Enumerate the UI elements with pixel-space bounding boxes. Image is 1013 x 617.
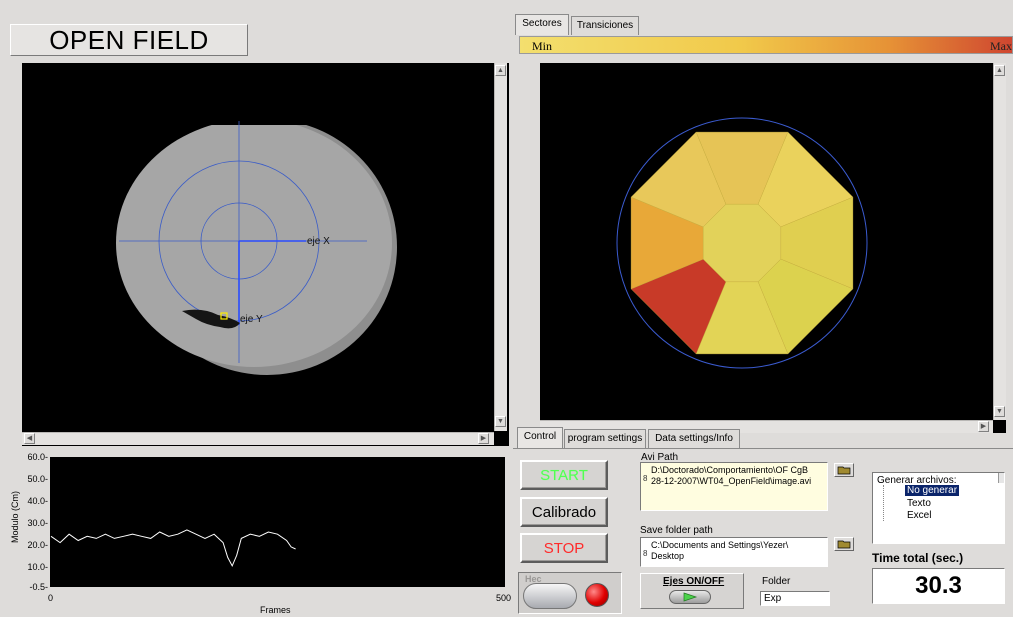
avi-path-line2: 28-12-2007\WT04_OpenField\image.avi xyxy=(651,476,812,486)
arena-boundary xyxy=(616,117,868,369)
sector-center xyxy=(702,203,782,283)
scroll-down-icon[interactable]: ▼ xyxy=(994,406,1005,417)
browse-folder-icon[interactable] xyxy=(834,463,854,477)
hec-panel: Hec xyxy=(518,572,622,614)
series-line xyxy=(50,529,296,568)
graph-plot xyxy=(50,457,505,587)
hec-toggle[interactable] xyxy=(523,583,577,609)
generar-option-texto[interactable]: Texto xyxy=(907,498,931,509)
video-frame xyxy=(30,119,486,431)
title-box: OPEN FIELD xyxy=(10,24,248,56)
scroll-down-icon[interactable]: ▼ xyxy=(495,416,506,427)
scroll-left-icon[interactable]: ◀ xyxy=(24,433,35,444)
tab-control[interactable]: Control xyxy=(517,427,563,448)
hec-label: Hec xyxy=(525,574,542,584)
time-total-display: 30.3 xyxy=(872,568,1005,604)
x-tick: 0 xyxy=(48,593,54,603)
scroll-right-icon[interactable]: ▶ xyxy=(978,421,989,432)
ejes-toggle[interactable] xyxy=(669,590,711,604)
video-panel: eje X eje Y ▲ ▼ ◀ ▶ xyxy=(22,63,509,446)
ejes-label: Ejes ON/OFF xyxy=(663,576,725,587)
y-tick: 40.0- xyxy=(27,496,48,506)
tab-sectores[interactable]: Sectores xyxy=(515,14,569,35)
record-led-icon xyxy=(585,583,609,607)
save-folder-field[interactable]: 8 C:\Documents and Settings\Yezer\ Deskt… xyxy=(640,537,828,567)
generar-listbox[interactable]: Generar archivos: No generar Texto Excel xyxy=(872,472,1005,544)
ejes-panel: Ejes ON/OFF xyxy=(640,573,744,609)
y-tick: 10.0- xyxy=(27,562,48,572)
save-folder-line1: C:\Documents and Settings\Yezer\ xyxy=(651,540,789,550)
y-tick: 30.0- xyxy=(27,518,48,528)
calibrado-button[interactable]: Calibrado xyxy=(520,497,608,527)
generar-tree-lines xyxy=(883,485,903,521)
tracking-marker xyxy=(220,312,228,320)
sector-heatmap xyxy=(616,117,868,369)
scale-max-label: Max xyxy=(990,39,1012,53)
save-folder-label: Save folder path xyxy=(640,525,713,536)
window-title: OPEN FIELD xyxy=(49,25,209,55)
stop-button[interactable]: STOP xyxy=(520,533,608,563)
heatmap-panel: ▲ ▼ ▶ xyxy=(540,63,1006,433)
axis-x-label: eje X xyxy=(307,236,330,247)
video-scrollbar-horizontal[interactable]: ◀ ▶ xyxy=(22,432,494,445)
scroll-up-icon[interactable]: ▲ xyxy=(994,65,1005,76)
avi-path-label: Avi Path xyxy=(641,452,679,463)
mouse-subject xyxy=(182,309,240,329)
heatmap-scrollbar-vertical[interactable]: ▲ ▼ xyxy=(993,63,1006,420)
x-tick: 500 xyxy=(496,593,512,603)
arena-floor xyxy=(116,119,392,367)
generar-scroll-tab xyxy=(998,473,1004,483)
y-tick: -0.5- xyxy=(29,582,48,592)
tab-data-settings[interactable]: Data settings/Info xyxy=(648,429,740,448)
tab-program-settings[interactable]: program settings xyxy=(564,429,646,448)
play-icon xyxy=(683,592,698,602)
graph-y-ticks: 60.0- 50.0- 40.0- 30.0- 20.0- 10.0- -0.5… xyxy=(14,452,48,597)
folder-label: Folder xyxy=(762,576,791,587)
y-tick: 60.0- xyxy=(27,452,48,462)
color-scale-bar: Min Max xyxy=(519,36,1013,54)
avi-path-field[interactable]: 8 D:\Doctorado\Comportamiento\OF CgB 28-… xyxy=(640,462,828,511)
save-folder-line2: Desktop xyxy=(651,551,685,561)
graph-xlabel: Frames xyxy=(260,605,291,615)
scroll-right-icon[interactable]: ▶ xyxy=(478,433,489,444)
scroll-up-icon[interactable]: ▲ xyxy=(495,65,506,76)
avi-path-line1: D:\Doctorado\Comportamiento\OF CgB xyxy=(651,465,809,475)
scale-min-label: Min xyxy=(532,39,553,53)
axis-y-label: eje Y xyxy=(240,314,263,325)
generar-option-excel[interactable]: Excel xyxy=(907,510,932,521)
video-scrollbar-vertical[interactable]: ▲ ▼ xyxy=(494,63,507,431)
time-total-value: 30.3 xyxy=(915,572,962,599)
control-tab-panel xyxy=(513,448,1013,617)
path-prefix-icon: 8 xyxy=(643,474,648,483)
generar-option-no-generar[interactable]: No generar xyxy=(905,485,960,496)
path-prefix-icon: 8 xyxy=(643,549,648,558)
tab-transiciones[interactable]: Transiciones xyxy=(571,16,639,35)
time-total-label: Time total (sec.) xyxy=(872,551,964,565)
graph-panel: Modulo (Cm) 60.0- 50.0- 40.0- 30.0- 20.0… xyxy=(4,452,512,615)
browse-folder-icon[interactable] xyxy=(834,537,854,551)
start-button[interactable]: START xyxy=(520,460,608,490)
generar-title: Generar archivos: xyxy=(877,475,957,486)
folder-input[interactable] xyxy=(760,591,830,606)
y-tick: 50.0- xyxy=(27,474,48,484)
y-tick: 20.0- xyxy=(27,540,48,550)
